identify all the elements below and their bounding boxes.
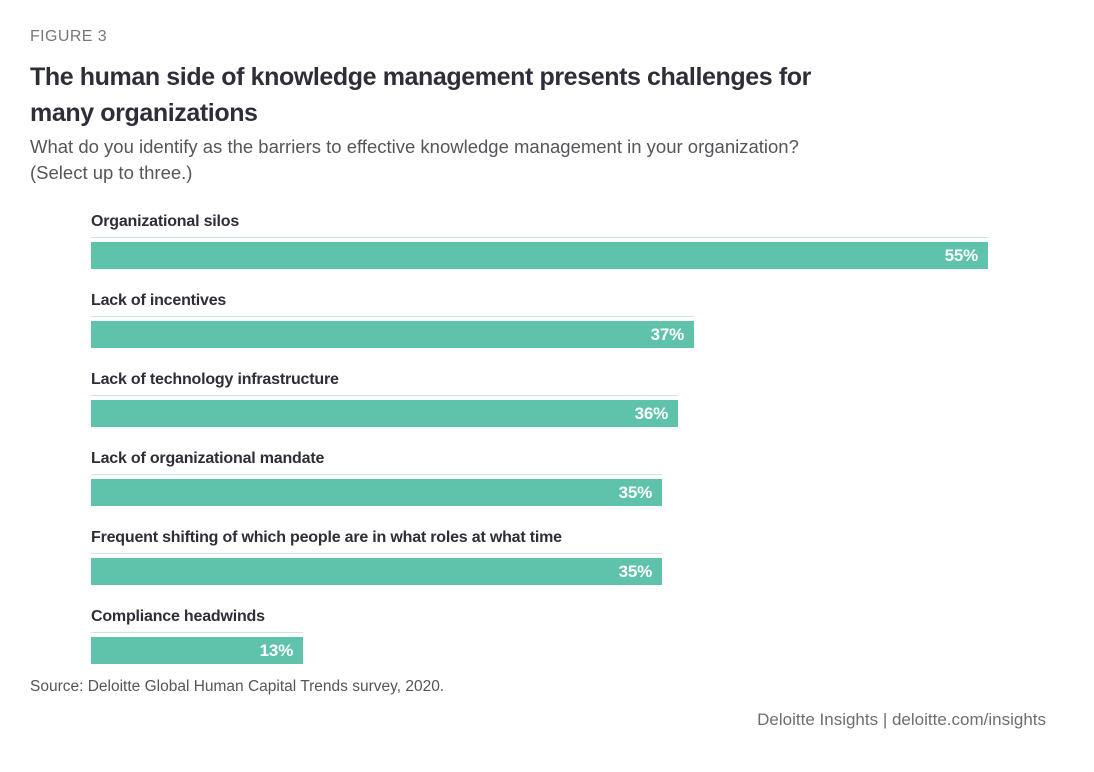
bar-row: Compliance headwinds 13% [91, 607, 1064, 664]
bar-track: 36% [91, 395, 678, 427]
chart-subtitle-line-2: (Select up to three.) [30, 162, 193, 183]
chart-title: The human side of knowledge management p… [30, 59, 1064, 131]
bar-value-label: 35% [618, 482, 653, 502]
figure-number: FIGURE 3 [30, 28, 107, 45]
bar: 13% [91, 637, 303, 664]
bar-category-label: Lack of organizational mandate [91, 450, 325, 467]
bar: 35% [91, 479, 662, 506]
bar-category-label: Lack of technology infrastructure [91, 371, 339, 388]
bar-track: 13% [91, 632, 303, 664]
bar-chart: Organizational silos 55% Lack of incentive… [91, 212, 1064, 664]
source-note: Source: Deloitte Global Human Capital Tr… [30, 678, 445, 695]
bar: 37% [91, 321, 694, 348]
bar-row: Lack of organizational mandate 35% [91, 449, 1064, 506]
bar-track: 55% [91, 237, 988, 269]
bar-value-label: 35% [618, 561, 653, 581]
footer-brandline: Deloitte Insights | deloitte.com/insight… [30, 710, 1064, 730]
bar-category-label: Organizational silos [91, 213, 240, 230]
bar-row: Organizational silos 55% [91, 212, 1064, 269]
bar-category-label: Frequent shifting of which people are in… [91, 529, 562, 546]
bar-value-label: 37% [650, 324, 685, 344]
bar-category-label: Compliance headwinds [91, 608, 265, 625]
bar-row: Lack of technology infrastructure 36% [91, 370, 1064, 427]
bar: 36% [91, 400, 678, 427]
bar-track: 35% [91, 553, 662, 585]
chart-title-line-2: many organizations [30, 99, 258, 127]
bar: 35% [91, 558, 662, 585]
bar-row: Lack of incentives 37% [91, 291, 1064, 348]
bar: 55% [91, 242, 988, 269]
bar-value-label: 13% [259, 640, 294, 660]
bar-track: 35% [91, 474, 662, 506]
bar-track: 37% [91, 316, 694, 348]
chart-subtitle-line-1: What do you identify as the barriers to … [30, 136, 799, 157]
bar-value-label: 36% [634, 403, 669, 423]
chart-title-line-1: The human side of knowledge management p… [30, 63, 811, 91]
bar-value-label: 55% [944, 245, 979, 265]
bar-category-label: Lack of incentives [91, 292, 227, 309]
footer-brand-text: Deloitte Insights | deloitte.com/insight… [757, 710, 1046, 729]
bar-row: Frequent shifting of which people are in… [91, 528, 1064, 585]
chart-subtitle: What do you identify as the barriers to … [30, 134, 1064, 186]
